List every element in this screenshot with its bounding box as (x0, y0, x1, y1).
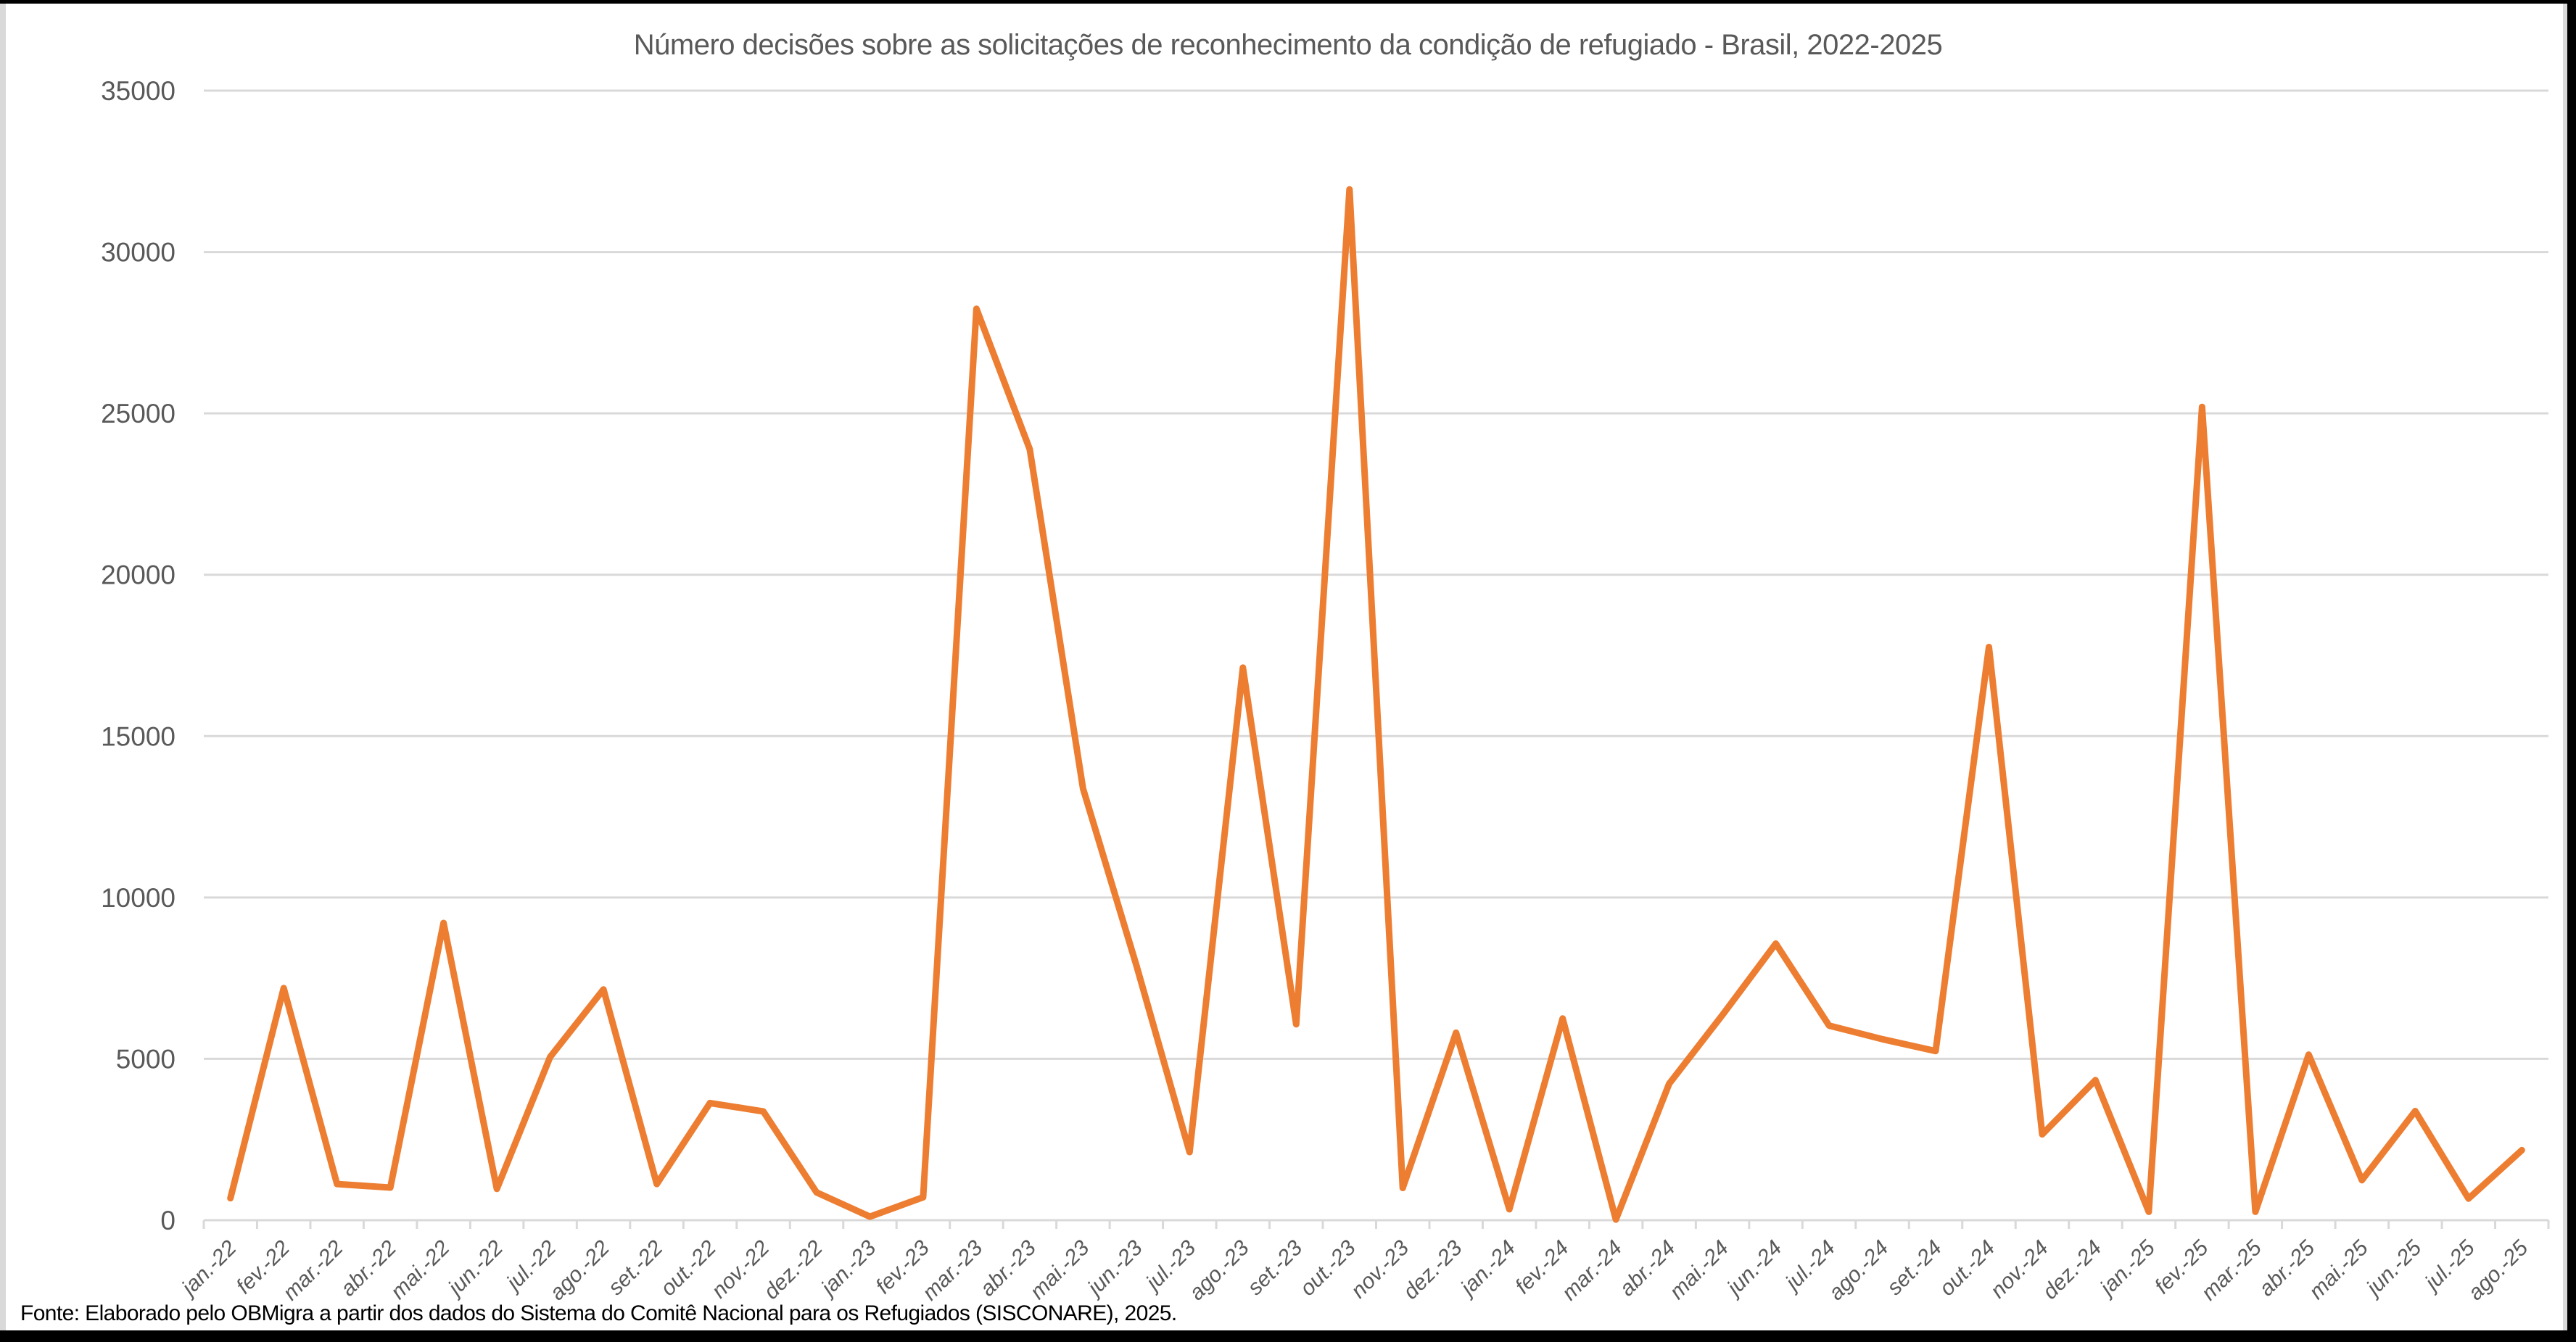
x-tick-label: ago.-25 (2464, 1235, 2533, 1305)
y-tick-label: 15000 (101, 721, 176, 751)
chart-title: Número decisões sobre as solicitações de… (633, 29, 1943, 61)
x-tick-label: mai.-24 (1665, 1236, 1733, 1304)
x-tick-label: jun.-22 (442, 1235, 508, 1301)
series-line-decisoes (227, 186, 2525, 1223)
x-tick-label: dez.-23 (1399, 1235, 1467, 1304)
x-tick-label: dez.-22 (759, 1235, 827, 1304)
y-tick-label: 5000 (116, 1044, 176, 1074)
x-tick-label: jun.-23 (1081, 1235, 1147, 1301)
y-axis-labels: 0 5000 10000 15000 20000 25000 30000 35000 (101, 76, 176, 1235)
x-tick-label: ago.-24 (1824, 1236, 1893, 1305)
y-tick-label: 25000 (101, 399, 176, 428)
x-tick-label: set.-23 (1243, 1235, 1307, 1299)
y-tick-label: 35000 (101, 76, 176, 106)
x-tick-label: set.-24 (1883, 1236, 1947, 1300)
x-tick-label: ago.-23 (1184, 1235, 1254, 1305)
x-tick-label: dez.-24 (2038, 1236, 2106, 1304)
x-tick-label: jan.-22 (176, 1235, 242, 1301)
x-tick-label: jan.-24 (1454, 1236, 1520, 1302)
x-tick-label: mar.-25 (2197, 1235, 2266, 1305)
x-tick-label: jan.-25 (2094, 1235, 2160, 1301)
y-tick-label: 30000 (101, 238, 176, 268)
source-note: Fonte: Elaborado pelo OBMigra a partir d… (20, 1301, 1177, 1325)
x-axis (202, 1219, 2550, 1229)
x-tick-label: jan.-23 (814, 1235, 880, 1301)
x-tick-label: ago.-22 (545, 1235, 615, 1305)
y-tick-label: 20000 (101, 560, 176, 590)
y-tick-label: 0 (160, 1206, 176, 1235)
chart-frame (0, 4, 2567, 1330)
gridlines (204, 89, 2548, 1060)
x-tick-label: jun.-25 (2360, 1235, 2426, 1301)
x-tick-label: mai.-23 (1025, 1235, 1094, 1304)
x-tick-label: set.-22 (603, 1235, 667, 1299)
x-tick-label: mar.-22 (278, 1235, 348, 1305)
x-tick-label: mai.-22 (387, 1235, 455, 1304)
x-axis-labels: jan.-22fev.-22mar.-22abr.-22mai.-22jun.-… (176, 1235, 2533, 1305)
x-tick-label: mai.-25 (2305, 1235, 2373, 1304)
x-tick-label: mar.-24 (1557, 1236, 1627, 1306)
x-tick-label: mar.-23 (918, 1235, 988, 1305)
y-tick-label: 10000 (101, 883, 176, 913)
x-tick-label: jun.-24 (1721, 1236, 1787, 1302)
